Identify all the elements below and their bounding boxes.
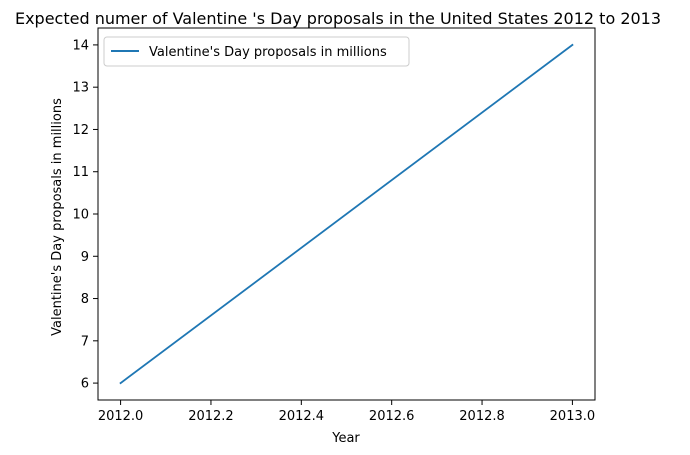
series-line: [119, 43, 574, 385]
legend-label: Valentine's Day proposals in millions: [149, 45, 387, 60]
y-tick-label: 12: [72, 123, 89, 138]
y-tick-label: 14: [72, 38, 89, 53]
y-tick-label: 7: [81, 334, 89, 349]
series-layer: [119, 43, 574, 385]
y-axis-label: Valentine's Day proposals in millions: [50, 98, 65, 336]
y-tick-label: 13: [72, 81, 89, 96]
x-axis-label: Year: [331, 431, 360, 446]
x-tick-label: 2012.4: [279, 409, 325, 424]
x-tick-label: 2012.2: [188, 409, 234, 424]
x-tick-label: 2012.8: [459, 409, 505, 424]
y-tick-label: 10: [72, 208, 89, 223]
y-tick-label: 8: [81, 292, 89, 307]
y-tick-label: 11: [72, 165, 89, 180]
y-tick-label: 9: [81, 250, 89, 265]
x-tick-label: 2013.0: [550, 409, 596, 424]
plot-frame: [97, 27, 596, 401]
legend: Valentine's Day proposals in millions: [103, 36, 410, 67]
y-axis-ticks: 6 7 8 9 10 11 12 13 14: [72, 38, 98, 392]
x-axis-ticks: 2012.0 2012.2 2012.4 2012.6 2012.8 2013.0: [98, 400, 595, 424]
y-tick-label: 6: [81, 377, 89, 392]
x-tick-label: 2012.6: [369, 409, 415, 424]
x-tick-label: 2012.0: [98, 409, 144, 424]
legend-box: [103, 36, 410, 67]
chart-title: Expected numer of Valentine 's Day propo…: [15, 9, 661, 28]
